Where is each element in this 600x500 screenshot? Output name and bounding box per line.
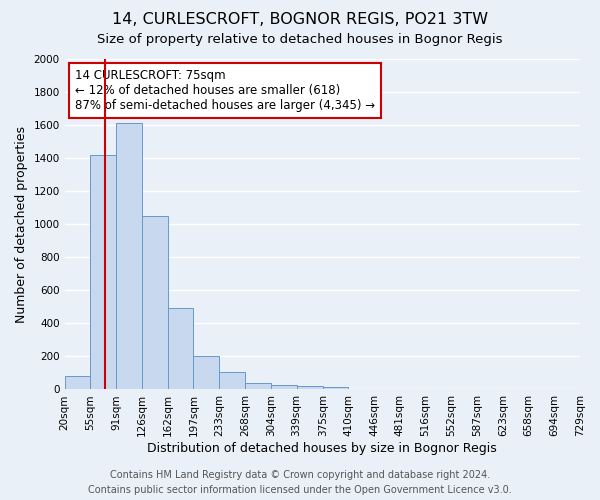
Bar (245, 383, 271, 390)
Bar (90, 155, 116, 390)
Text: 14 CURLESCROFT: 75sqm
← 12% of detached houses are smaller (618)
87% of semi-det: 14 CURLESCROFT: 75sqm ← 12% of detached … (75, 69, 375, 112)
Bar (296, 386, 323, 390)
Bar (271, 385, 296, 390)
Text: Size of property relative to detached houses in Bognor Regis: Size of property relative to detached ho… (97, 32, 503, 46)
Bar (168, 308, 193, 390)
Bar (323, 387, 348, 390)
Bar (65, 376, 90, 390)
Bar (142, 216, 168, 390)
Bar (116, 124, 142, 390)
Bar (220, 372, 245, 390)
Text: 14, CURLESCROFT, BOGNOR REGIS, PO21 3TW: 14, CURLESCROFT, BOGNOR REGIS, PO21 3TW (112, 12, 488, 28)
X-axis label: Distribution of detached houses by size in Bognor Regis: Distribution of detached houses by size … (148, 442, 497, 455)
Text: Contains HM Land Registry data © Crown copyright and database right 2024.
Contai: Contains HM Land Registry data © Crown c… (88, 470, 512, 495)
Y-axis label: Number of detached properties: Number of detached properties (15, 126, 28, 322)
Bar (193, 356, 220, 390)
